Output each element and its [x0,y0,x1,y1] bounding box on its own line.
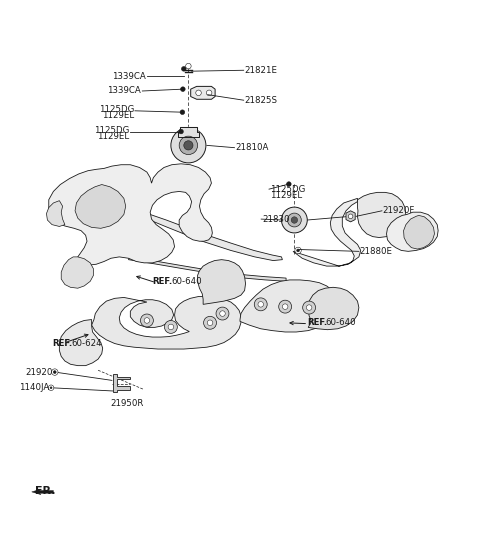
Circle shape [206,90,212,95]
Circle shape [168,324,174,330]
Polygon shape [198,259,246,304]
Polygon shape [75,185,126,228]
Text: 1339CA: 1339CA [107,86,141,95]
Circle shape [171,128,206,163]
Text: 21830: 21830 [262,215,289,224]
Circle shape [51,369,58,376]
Circle shape [186,64,191,69]
Circle shape [50,387,52,389]
Text: 60-640: 60-640 [325,318,356,328]
Text: FR.: FR. [35,486,56,496]
Polygon shape [386,212,438,251]
Circle shape [181,66,186,71]
Text: 21880E: 21880E [360,247,393,256]
Polygon shape [113,374,131,392]
Text: 1125DG: 1125DG [99,105,134,114]
Circle shape [282,304,288,310]
Circle shape [204,316,216,329]
Circle shape [279,300,292,313]
Polygon shape [191,86,215,99]
Text: 21821E: 21821E [245,66,277,75]
Polygon shape [404,215,434,249]
Polygon shape [49,164,212,265]
Text: REF.: REF. [307,318,327,328]
Polygon shape [240,280,338,332]
Circle shape [180,87,185,92]
Circle shape [220,311,225,316]
Circle shape [184,141,193,150]
Text: 60-624: 60-624 [71,339,101,348]
Circle shape [216,307,229,320]
Text: 60-640: 60-640 [171,277,202,286]
Text: 1129EL: 1129EL [97,132,130,141]
Text: 21825S: 21825S [245,96,277,105]
Circle shape [288,213,301,227]
Circle shape [180,110,185,114]
Circle shape [287,182,291,186]
Polygon shape [358,193,406,238]
Circle shape [258,301,264,307]
Text: 1140JA: 1140JA [19,383,49,392]
Text: 1125DG: 1125DG [94,126,130,135]
Circle shape [295,247,301,254]
Polygon shape [178,127,199,137]
Text: 1129EL: 1129EL [102,111,134,120]
Circle shape [348,214,353,219]
Circle shape [254,298,267,311]
Circle shape [297,249,300,252]
Polygon shape [139,211,282,261]
Text: REF.: REF. [153,277,173,286]
Text: 1129EL: 1129EL [270,191,302,200]
Polygon shape [92,296,241,349]
Circle shape [303,301,315,314]
Circle shape [207,320,213,325]
Text: 21950R: 21950R [110,399,144,408]
Circle shape [53,371,56,373]
Circle shape [306,305,312,310]
Polygon shape [60,320,103,365]
Circle shape [179,136,198,155]
Circle shape [196,90,201,95]
Circle shape [144,318,150,323]
Polygon shape [61,257,94,288]
Circle shape [291,217,298,223]
Circle shape [141,314,154,327]
Circle shape [165,320,177,333]
Text: 1125DG: 1125DG [270,185,305,194]
Circle shape [281,207,307,233]
Polygon shape [346,211,355,222]
Text: 21810A: 21810A [235,143,269,152]
Polygon shape [293,198,361,266]
Polygon shape [32,489,53,494]
Circle shape [179,129,183,134]
Text: 21920: 21920 [25,368,52,377]
Circle shape [48,385,54,391]
Text: 1339CA: 1339CA [112,72,145,81]
Text: REF.: REF. [52,339,72,348]
Polygon shape [129,257,286,281]
Polygon shape [308,287,359,330]
Text: 21920F: 21920F [383,206,415,215]
Polygon shape [47,201,65,227]
